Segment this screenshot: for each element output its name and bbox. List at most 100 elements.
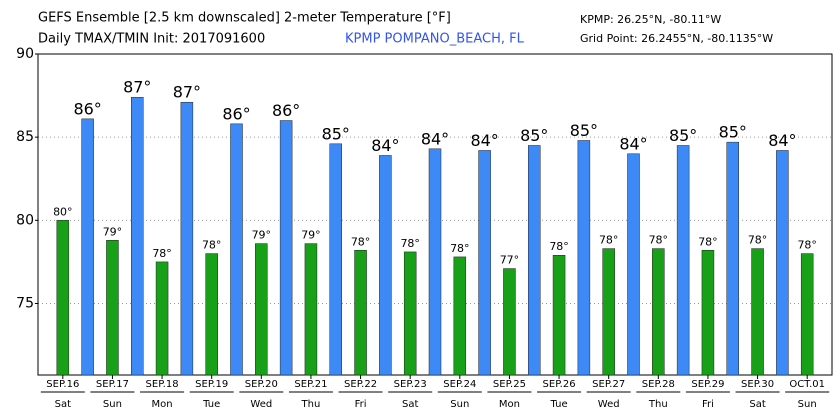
value-label: 85° <box>719 123 747 142</box>
bar <box>155 261 169 376</box>
value-label: 79° <box>252 229 272 242</box>
bar <box>304 243 318 376</box>
value-label: 78° <box>202 239 222 252</box>
bar <box>428 148 442 376</box>
station: KPMP POMPANO_BEACH, FL <box>345 32 525 47</box>
x-tick-label: SEP.30 <box>741 379 774 390</box>
value-label: 87° <box>173 83 201 102</box>
weekday-label: Tue <box>202 399 220 410</box>
weekday-label: Sat <box>402 399 418 410</box>
bar <box>528 145 541 376</box>
value-label: 80° <box>53 205 73 218</box>
weekday-label: Sun <box>103 399 122 410</box>
value-label: 86° <box>272 101 300 120</box>
weekday-label: Wed <box>598 399 620 410</box>
x-tick-label: SEP.18 <box>146 379 179 390</box>
y-tick-label: 75 <box>16 295 34 311</box>
value-label: 79° <box>103 225 123 238</box>
y-tick-label: 90 <box>16 46 34 62</box>
x-tick-label: SEP.27 <box>592 379 625 390</box>
x-tick-label: SEP.19 <box>195 379 228 390</box>
value-label: 78° <box>748 234 768 247</box>
bar <box>726 141 739 376</box>
x-tick-label: SEP.29 <box>691 379 724 390</box>
value-label: 87° <box>123 78 151 97</box>
bar <box>255 243 268 376</box>
bar <box>403 251 417 376</box>
value-label: 78° <box>450 242 470 255</box>
bar <box>453 256 467 376</box>
weekday-label: Fri <box>355 399 367 410</box>
x-tick-label: SEP.28 <box>642 379 675 390</box>
value-label: 84° <box>470 131 498 150</box>
x-tick-label: SEP.24 <box>443 379 476 390</box>
value-label: 78° <box>599 234 619 247</box>
bar <box>180 101 194 376</box>
x-tick-label: SEP.26 <box>543 379 576 390</box>
value-label: 84° <box>371 136 399 155</box>
value-label: 85° <box>570 121 598 140</box>
bar <box>701 250 715 376</box>
value-label: 77° <box>500 254 520 267</box>
bar <box>478 150 491 376</box>
value-label: 78° <box>698 235 718 248</box>
x-tick-label: SEP.17 <box>96 379 129 390</box>
x-tick-label: SEP.23 <box>394 379 427 390</box>
station-coords: KPMP: 26.25°N, -80.11°W <box>580 13 721 26</box>
bar <box>131 96 144 376</box>
weekday-label: Sun <box>450 399 469 410</box>
weekday-label: Mon <box>152 399 173 410</box>
bar <box>503 268 516 376</box>
value-label: 78° <box>549 240 569 253</box>
weekday-label: Sun <box>798 399 817 410</box>
weekday-label: Sat <box>749 399 765 410</box>
value-label: 84° <box>768 131 796 150</box>
bar <box>577 140 591 376</box>
bar <box>602 248 615 376</box>
bar <box>751 248 764 376</box>
value-label: 85° <box>669 126 697 145</box>
bar <box>676 145 690 376</box>
value-label: 85° <box>322 124 350 143</box>
chart-subtitle: Daily TMAX/TMIN Init: 2017091600 <box>38 32 265 47</box>
weekday-label: Sat <box>55 399 71 410</box>
value-label: 79° <box>301 229 321 242</box>
bar <box>329 143 342 376</box>
value-label: 86° <box>73 99 101 118</box>
chart-title: GEFS Ensemble [2.5 km downscaled] 2-mete… <box>38 11 451 26</box>
bar <box>379 155 392 376</box>
x-tick-label: SEP.20 <box>245 379 278 390</box>
bar <box>800 253 814 376</box>
x-tick-label: SEP.21 <box>294 379 327 390</box>
y-tick-label: 85 <box>16 129 34 145</box>
bar <box>627 153 640 376</box>
grid-point: Grid Point: 26.2455°N, -80.1135°W <box>580 32 773 45</box>
value-label: 85° <box>520 126 548 145</box>
bar <box>81 118 94 376</box>
value-label: 78° <box>797 239 817 252</box>
bar <box>279 120 293 376</box>
bar <box>354 250 367 376</box>
x-tick-label: OCT.01 <box>789 379 825 390</box>
bar <box>56 220 70 376</box>
weekday-label: Wed <box>250 399 272 410</box>
weekday-label: Fri <box>702 399 714 410</box>
bar <box>106 240 119 376</box>
weekday-label: Mon <box>499 399 520 410</box>
bar <box>552 254 566 376</box>
bar <box>652 248 665 376</box>
value-label: 78° <box>400 237 420 250</box>
value-label: 84° <box>421 129 449 148</box>
x-tick-label: SEP.16 <box>46 379 79 390</box>
bar <box>776 150 789 376</box>
bar <box>205 253 218 376</box>
value-label: 86° <box>222 104 250 123</box>
bar <box>230 123 243 376</box>
value-label: 78° <box>649 234 669 247</box>
weekday-label: Thu <box>301 399 321 410</box>
x-tick-label: SEP.22 <box>344 379 377 390</box>
value-label: 78° <box>351 235 371 248</box>
weekday-label: Tue <box>550 399 568 410</box>
y-tick-label: 80 <box>16 212 34 228</box>
